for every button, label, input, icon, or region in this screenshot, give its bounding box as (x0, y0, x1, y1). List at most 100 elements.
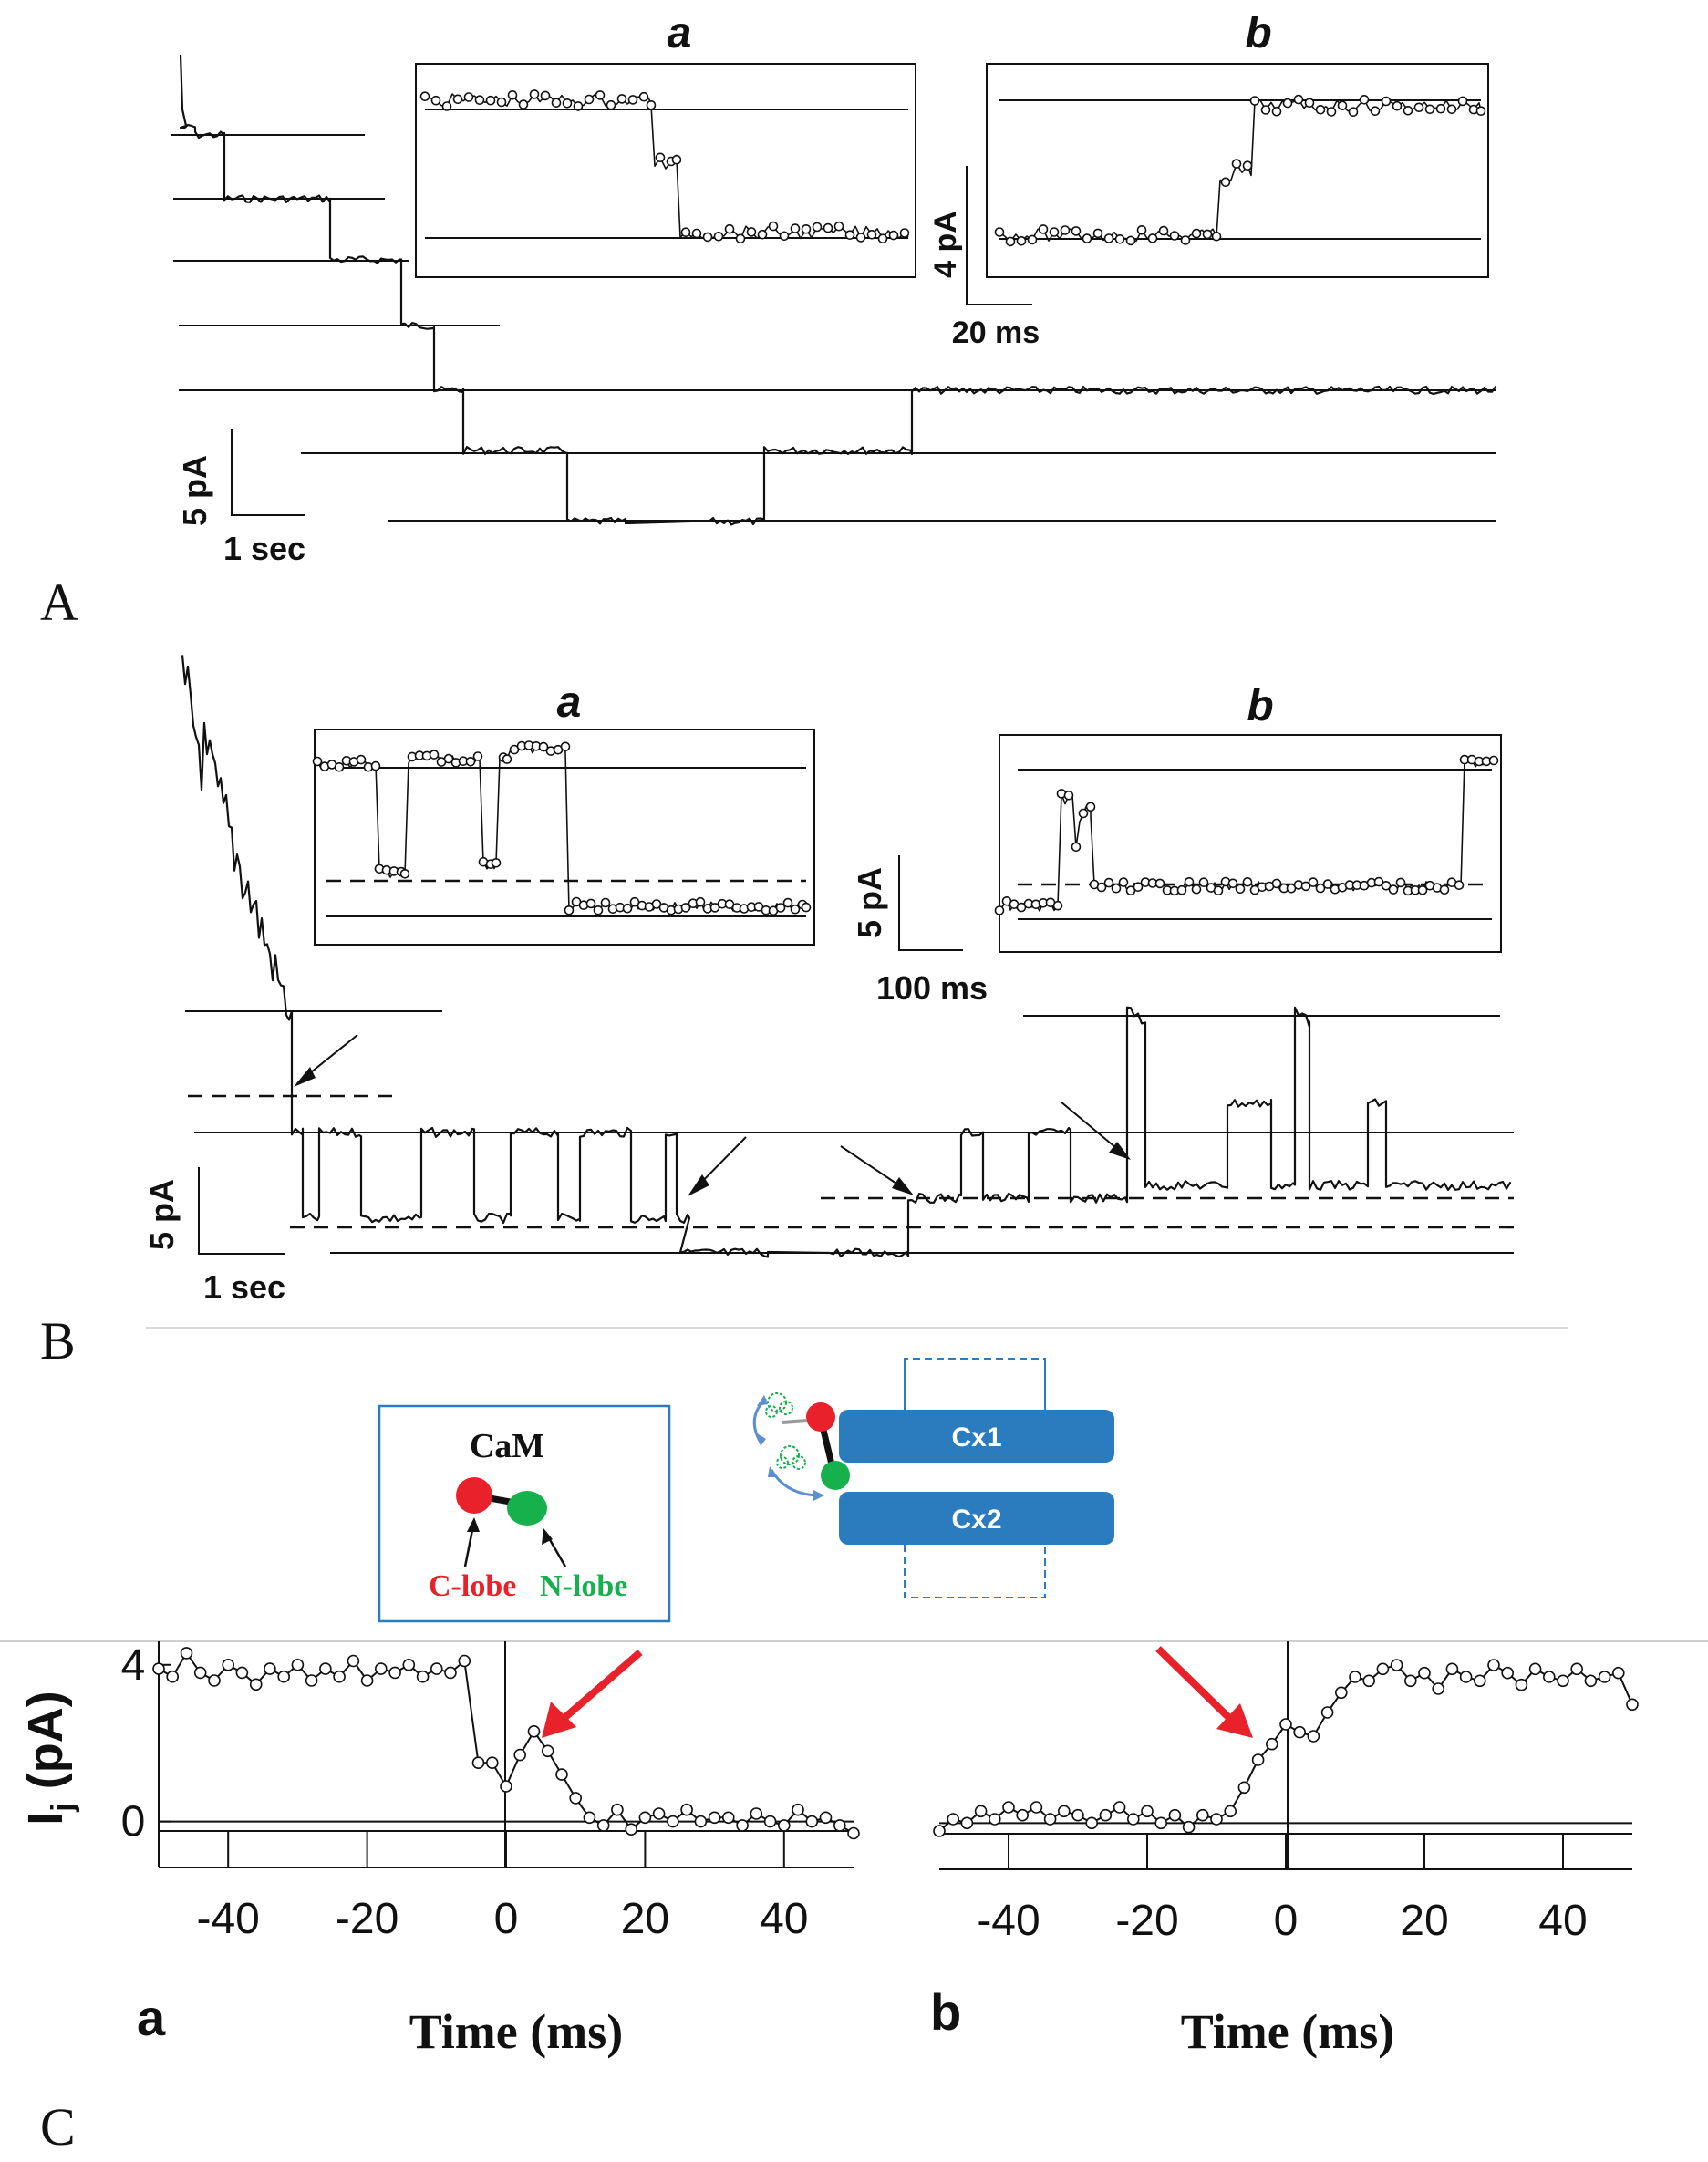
chart-c-a-x-tick-label: 20 (621, 1895, 669, 1943)
chart-c-a-point (430, 1662, 443, 1675)
panel-b-inset-a: a (312, 678, 815, 946)
chart-c-a-point (569, 1792, 583, 1805)
chart-c-b-xlabel: Time (ms) (1181, 2004, 1394, 2059)
chart-c-b-point (1002, 1801, 1015, 1814)
chart-c-b-x-tick-label: -40 (977, 1897, 1040, 1945)
cx2-label: Cx2 (951, 1505, 1001, 1535)
chart-c-b-point (1598, 1671, 1611, 1683)
panel-a-inset-a-label: a (668, 9, 692, 57)
c-lobe-circle (456, 1477, 492, 1514)
chart-c-a-x-tick-label: -20 (336, 1895, 399, 1943)
n-lobe-label: N-lobe (540, 1569, 627, 1603)
panel-b-current-trace (181, 655, 1512, 1258)
chart-c-b-x-tick-label: 0 (1274, 1897, 1299, 1945)
chart-c-b-point (1390, 1659, 1403, 1671)
chart-c-a-point (763, 1815, 777, 1828)
chart-c-a-point (527, 1725, 541, 1738)
chart-c-a-point (721, 1811, 735, 1825)
panel-a: a b 4 pA 20 ms 5 pA 1 sec A (40, 9, 1497, 632)
chart-c-a-point (152, 1662, 165, 1675)
chart-c-b-point (989, 1813, 1001, 1826)
chart-c-b-point (1237, 1781, 1251, 1795)
chart-c-b-x-tick-label: -20 (1115, 1897, 1178, 1945)
chart-c-b-point (1445, 1662, 1459, 1676)
chart-c-b-point (1071, 1808, 1084, 1822)
chart-c-a-point (708, 1811, 721, 1825)
panel-a-label: A (40, 573, 78, 632)
chart-c-b-point (1474, 1674, 1486, 1688)
chart-c-a-point (305, 1674, 318, 1687)
chart-c-b-point (1543, 1671, 1556, 1683)
chart-c-a-point (792, 1803, 804, 1816)
chart-c-a-point (388, 1666, 401, 1680)
chart-c-b-point (1570, 1662, 1583, 1676)
chart-c-a-point (555, 1768, 568, 1781)
chart-c-b-point (1584, 1674, 1598, 1688)
panel-a-main-scale-bar: 5 pA 1 sec (176, 429, 305, 567)
panel-b-main-scale-bar: 5 pA 1 sec (143, 1167, 285, 1306)
chart-c-a-point (222, 1659, 234, 1671)
cx1-label: Cx1 (951, 1422, 1001, 1453)
chart-c-a-point (208, 1674, 221, 1687)
chart-c-b-point (1362, 1674, 1375, 1688)
chart-c-a-point (360, 1674, 374, 1687)
svg-text:1 sec: 1 sec (203, 1268, 285, 1306)
chart-c-a-point (319, 1662, 332, 1675)
panel-a-inset-b: b (986, 9, 1489, 278)
svg-text:5 pA: 5 pA (176, 455, 213, 526)
chart-c-b-point (1251, 1753, 1265, 1766)
svg-text:1 sec: 1 sec (223, 530, 305, 567)
chart-c-a-point (402, 1659, 416, 1671)
chart-c-a-sublabel: a (137, 1989, 166, 2046)
chart-c-a-xlabel: Time (ms) (409, 2004, 623, 2059)
chart-c-b-point (1320, 1706, 1334, 1719)
panel-b: a b 5 pA 100 ms 5 pA 1 sec B (40, 655, 1514, 1371)
chart-c-b-point (1432, 1682, 1444, 1695)
chart-c-b-point (1418, 1666, 1431, 1680)
chart-c-a-point (847, 1826, 860, 1840)
chart-c-b-point (1515, 1678, 1528, 1691)
c-lobe-label: C-lobe (429, 1569, 516, 1603)
panel-b-levels (185, 1010, 1514, 1254)
cam-legend-box: CaM C-lobe N-lobe (378, 1404, 671, 1623)
panel-c: CaM C-lobe N-lobe Cx1 Cx2 (0, 1327, 1708, 2157)
panel-a-inset-a: a (415, 9, 916, 278)
panel-a-inset-scale-bar: 4 pA 20 ms (928, 166, 1040, 350)
chart-c-b-point (1168, 1808, 1182, 1822)
cam-title: CaM (470, 1427, 544, 1465)
chart-c-a-x-tick-label: -40 (197, 1895, 260, 1943)
chart-c-b-point (1626, 1698, 1639, 1712)
chart-c-a-point (667, 1815, 679, 1828)
chart-c-b-point (1196, 1808, 1209, 1822)
panel-c-label: C (40, 2097, 76, 2157)
chart-c-a-y-tick-label: 0 (121, 1798, 146, 1846)
chart-c-b-point (1335, 1686, 1348, 1700)
chart-c-b-point (1154, 1816, 1167, 1830)
chart-c-a-point (513, 1748, 527, 1762)
cam-c-lobe-bound (806, 1402, 835, 1432)
chart-c-b-point (1528, 1662, 1542, 1676)
panel-b-inset-a-label: a (557, 678, 582, 727)
chart-c-b-point (1349, 1671, 1361, 1683)
chart-c-b-point (1085, 1816, 1098, 1830)
chart-c-ylabel: Ij (pA) (18, 1691, 80, 1825)
cx2-box (839, 1492, 1114, 1545)
chart-c-a-point (777, 1819, 791, 1832)
chart-c-a-point (180, 1647, 193, 1660)
chart-c-a-point (596, 1819, 610, 1832)
chart-c-b-point (1099, 1808, 1113, 1822)
chart-c-b-point (1058, 1805, 1071, 1818)
chart-c-b-point (1557, 1674, 1569, 1688)
chart-c-a-point (347, 1654, 360, 1668)
chart-c-b-point (1459, 1671, 1473, 1683)
chart-c-b-point (1141, 1805, 1154, 1818)
chart-c-a-point (249, 1678, 263, 1691)
panel-a-current-trace (179, 54, 1497, 526)
chart-c-b-point (1016, 1808, 1029, 1822)
chart-c-b-point (1376, 1662, 1390, 1676)
chart-c-a-point (625, 1823, 638, 1836)
chart-c-b-point (1210, 1813, 1223, 1826)
cx1-box (839, 1410, 1114, 1463)
chart-c-b-point (1293, 1725, 1306, 1739)
chart-c-b-line (938, 1664, 1633, 1832)
